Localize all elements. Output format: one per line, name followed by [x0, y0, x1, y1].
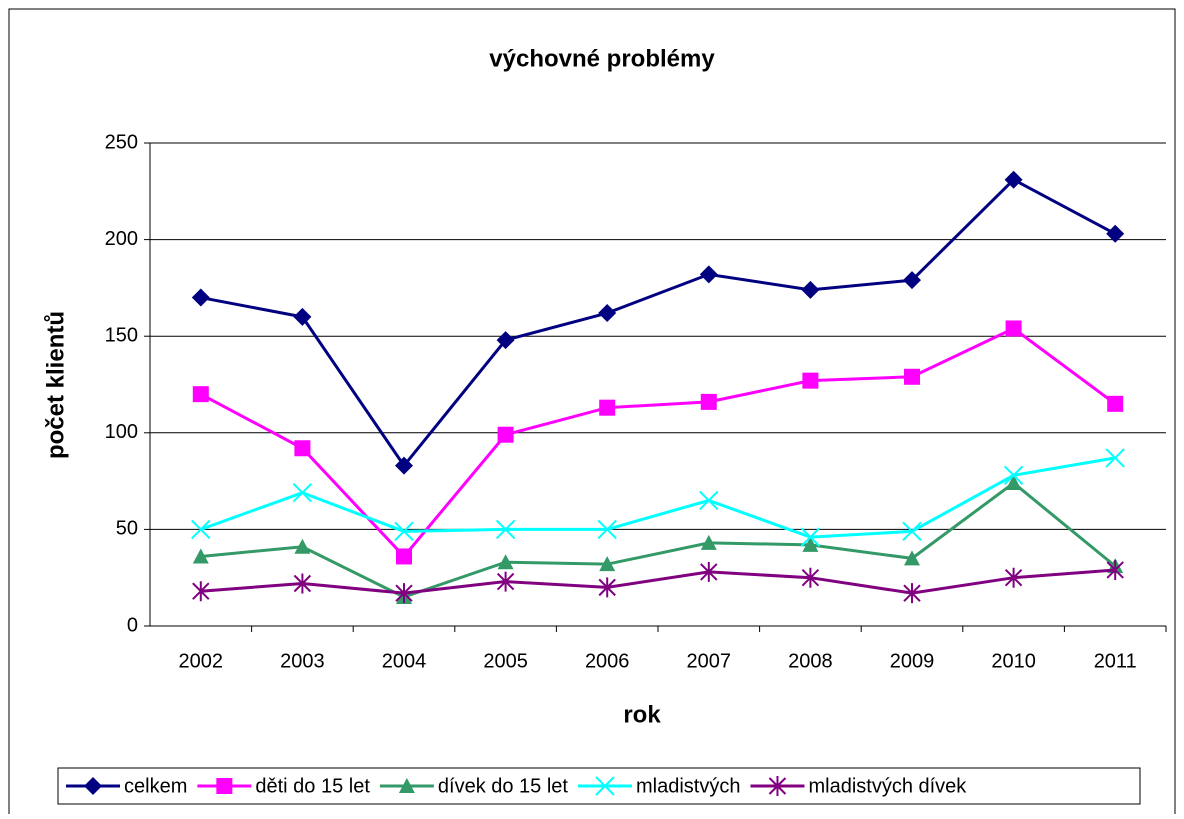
- x-tick-label: 2004: [382, 650, 427, 672]
- marker: [1107, 395, 1124, 412]
- marker: [398, 778, 415, 793]
- chart-frame: [8, 8, 1176, 819]
- y-axis-label: počet klientů: [42, 311, 69, 459]
- marker: [800, 527, 821, 547]
- marker: [1005, 475, 1022, 491]
- marker: [700, 561, 718, 582]
- marker: [293, 573, 312, 594]
- marker: [599, 556, 616, 572]
- marker: [394, 521, 414, 542]
- marker: [1005, 320, 1022, 337]
- marker: [1106, 559, 1124, 580]
- marker: [1106, 224, 1125, 243]
- marker: [294, 440, 311, 457]
- marker: [1004, 170, 1023, 189]
- marker: [293, 307, 312, 326]
- legend-label: děti do 15 let: [255, 775, 370, 797]
- marker: [294, 538, 311, 554]
- x-tick-label: 2011: [1094, 650, 1137, 672]
- marker: [216, 778, 233, 794]
- marker: [903, 271, 921, 290]
- legend-label: mladistvých: [636, 775, 740, 797]
- marker: [191, 288, 210, 307]
- marker: [496, 331, 515, 350]
- marker: [904, 368, 920, 385]
- y-tick-label: 150: [105, 324, 138, 346]
- y-tick-label: 200: [105, 228, 138, 250]
- marker: [495, 519, 516, 540]
- marker: [699, 490, 719, 511]
- y-tick-label: 100: [105, 421, 138, 443]
- series-line: [200, 568, 1116, 595]
- marker: [904, 550, 920, 566]
- series-line: [200, 481, 1117, 599]
- y-tick-label: 50: [116, 518, 138, 540]
- marker: [1003, 465, 1024, 486]
- x-tick-label: 2003: [280, 650, 325, 672]
- marker: [1004, 567, 1023, 588]
- marker: [902, 521, 922, 542]
- x-tick-label: 2005: [483, 650, 528, 672]
- y-tick-label: 0: [127, 614, 138, 636]
- marker: [801, 280, 820, 299]
- marker: [191, 519, 211, 540]
- legend-label: celkem: [124, 775, 187, 797]
- marker: [598, 577, 616, 598]
- marker: [802, 372, 819, 389]
- marker: [768, 776, 787, 796]
- chart-title: výchovné problémy: [489, 45, 715, 72]
- marker: [292, 482, 313, 503]
- marker: [801, 567, 820, 588]
- marker: [598, 304, 617, 323]
- marker: [597, 519, 617, 540]
- marker: [496, 571, 515, 592]
- marker: [903, 583, 921, 604]
- marker: [192, 386, 209, 403]
- marker: [497, 554, 514, 570]
- marker: [192, 581, 210, 602]
- marker: [699, 265, 718, 284]
- marker: [395, 456, 413, 475]
- x-tick-label: 2009: [890, 650, 935, 672]
- marker: [497, 426, 514, 443]
- marker: [700, 534, 717, 550]
- series-line: [200, 326, 1117, 559]
- marker: [395, 583, 413, 604]
- x-tick-label: 2006: [585, 650, 630, 672]
- x-tick-label: 2007: [687, 650, 732, 672]
- x-tick-label: 2002: [179, 650, 224, 672]
- x-axis-label: rok: [623, 701, 661, 728]
- legend-label: mladistvých dívek: [808, 775, 967, 797]
- marker: [1105, 448, 1125, 468]
- marker: [396, 548, 412, 565]
- series-line: [200, 456, 1116, 539]
- marker: [595, 776, 615, 796]
- x-tick-label: 2008: [788, 650, 833, 672]
- y-tick-label: 250: [105, 131, 138, 153]
- series-line: [200, 177, 1116, 469]
- marker: [84, 777, 102, 795]
- marker: [599, 399, 616, 416]
- legend-label: dívek do 15 let: [438, 775, 569, 797]
- marker: [802, 536, 819, 552]
- marker: [700, 393, 717, 410]
- marker: [192, 548, 209, 564]
- x-tick-label: 2010: [991, 650, 1036, 672]
